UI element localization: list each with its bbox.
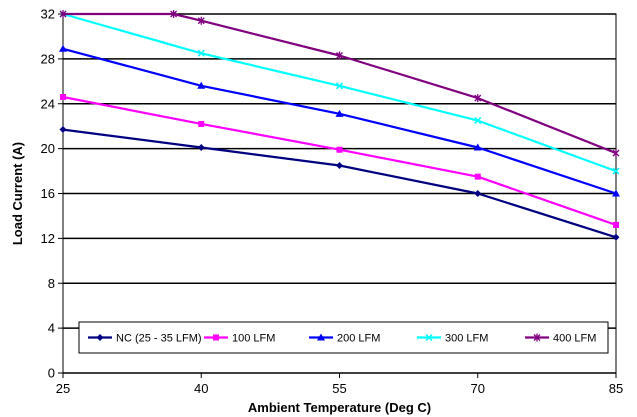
legend-label: 300 LFM xyxy=(445,333,488,345)
data-point xyxy=(170,10,178,18)
data-point xyxy=(474,117,482,125)
legend: NC (25 - 35 LFM) 100 LFM 200 LFM 300 LFM 400… xyxy=(78,321,609,354)
series-lines xyxy=(59,10,620,241)
data-point xyxy=(473,143,482,151)
y-tick-label: 4 xyxy=(48,321,55,336)
y-axis-ticks: 0 4 8 12 16 20 24 28 32 xyxy=(41,7,63,381)
x-tick-label: 85 xyxy=(609,381,623,396)
legend-label: 200 LFM xyxy=(337,333,380,345)
data-point xyxy=(336,161,343,169)
series-4 xyxy=(59,10,620,158)
series-1 xyxy=(60,94,619,228)
y-tick-label: 24 xyxy=(41,96,55,111)
x-tick-label: 55 xyxy=(332,381,346,396)
data-point xyxy=(336,51,343,60)
data-point xyxy=(474,94,482,103)
legend-marker xyxy=(213,334,219,341)
y-tick-label: 12 xyxy=(41,231,55,246)
y-tick-label: 8 xyxy=(48,276,55,291)
data-point xyxy=(613,221,619,228)
x-tick-label: 40 xyxy=(194,381,208,396)
series-2 xyxy=(59,44,620,197)
data-point xyxy=(336,146,343,153)
legend-label: NC (25 - 35 LFM) xyxy=(116,333,202,345)
gridlines xyxy=(63,13,616,374)
y-tick-label: 20 xyxy=(41,141,55,156)
data-point xyxy=(59,44,67,52)
data-point xyxy=(59,10,67,18)
data-point xyxy=(474,173,481,180)
legend-marker xyxy=(96,334,104,341)
legend-item-1: 100 LFM xyxy=(204,333,275,345)
data-point xyxy=(197,16,205,25)
data-point xyxy=(612,167,620,175)
data-point xyxy=(474,190,482,197)
series-3 xyxy=(59,10,620,175)
data-point xyxy=(612,233,620,241)
data-point xyxy=(197,144,205,152)
y-tick-label: 32 xyxy=(41,7,55,22)
legend-marker xyxy=(533,333,541,342)
series-line xyxy=(62,128,617,239)
y-tick-label: 28 xyxy=(41,51,55,66)
data-point xyxy=(59,126,67,134)
data-point xyxy=(60,94,66,101)
data-point xyxy=(612,149,620,158)
data-point xyxy=(335,82,344,90)
legend-item-2: 200 LFM xyxy=(309,333,380,345)
legend-item-4: 400 LFM xyxy=(525,333,596,345)
x-tick-label: 70 xyxy=(471,381,485,396)
data-point xyxy=(197,81,206,89)
y-tick-label: 16 xyxy=(41,186,55,201)
data-point xyxy=(335,109,344,117)
legend-item-0: NC (25 - 35 LFM) xyxy=(88,333,202,345)
series-0 xyxy=(59,126,620,241)
y-tick-label: 0 xyxy=(48,366,55,381)
data-point xyxy=(198,120,205,127)
series-line xyxy=(63,12,617,155)
legend-marker xyxy=(317,333,325,341)
x-axis-label: Ambient Temperature (Deg C) xyxy=(248,400,431,415)
data-point xyxy=(612,189,620,197)
legend-label: 400 LFM xyxy=(553,333,596,345)
data-point xyxy=(197,49,205,57)
y-axis-label: Load Current (A) xyxy=(10,142,25,245)
legend-marker xyxy=(425,333,433,342)
legend-label: 100 LFM xyxy=(232,333,275,345)
legend-item-3: 300 LFM xyxy=(417,333,488,345)
x-tick-label: 25 xyxy=(56,381,70,396)
x-axis-ticks: 25 40 55 70 85 xyxy=(56,373,623,396)
legend-box xyxy=(78,321,609,354)
